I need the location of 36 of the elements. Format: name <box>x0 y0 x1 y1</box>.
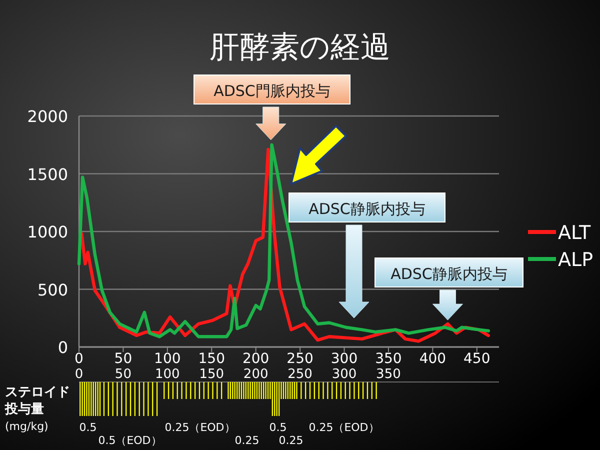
text: 0.5（EOD） <box>98 434 162 447</box>
y-tick-label: 2000 <box>27 107 68 126</box>
x-tick-label: 350 <box>375 351 402 367</box>
x-tick-label: 300 <box>332 367 357 382</box>
x-tick-label: 450 <box>464 351 490 367</box>
text: 0.25（EOD） <box>308 421 380 434</box>
annotation: ADSC静脈内投与 <box>308 200 426 218</box>
x-tick-label: 150 <box>199 367 224 382</box>
text: 0.5 <box>269 421 287 434</box>
text: 0.25 <box>278 434 304 447</box>
x-tick-label: 150 <box>198 351 225 367</box>
text: 0.25（EOD） <box>164 421 236 434</box>
text: 0.25 <box>234 434 260 447</box>
x-tick-label: 200 <box>242 351 270 367</box>
y-tick-label: 1500 <box>27 164 68 184</box>
y-tick-label: 1000 <box>27 222 68 242</box>
x-tick-label: 350 <box>376 367 401 382</box>
x-tick-label: 50 <box>114 351 132 367</box>
x-tick-label: 200 <box>243 367 268 382</box>
legend-label: ALT <box>558 222 591 244</box>
annotation: ADSC静脈内投与 <box>390 265 508 283</box>
x-tick-label: 250 <box>288 367 312 382</box>
y-axis-title: ステロイド投与量 (mg/kg) <box>4 385 70 433</box>
x-tick-label: 300 <box>330 351 358 367</box>
x-tick-label: 0 <box>74 367 84 382</box>
x-tick-label: 50 <box>114 367 132 382</box>
chart-title: 肝酵素の経過 <box>210 30 390 65</box>
legend-label: ALP <box>558 249 594 271</box>
text: 0.5 <box>79 421 97 434</box>
x-tick-label: 100 <box>154 351 181 367</box>
x-tick-label: 400 <box>419 351 446 367</box>
x-tick-label: 0 <box>74 351 84 367</box>
y-tick-label: 500 <box>37 280 68 300</box>
x-tick-label: 100 <box>155 367 180 382</box>
annotation: ADSC門脈内投与 <box>214 82 330 100</box>
x-tick-label: 250 <box>286 351 314 367</box>
